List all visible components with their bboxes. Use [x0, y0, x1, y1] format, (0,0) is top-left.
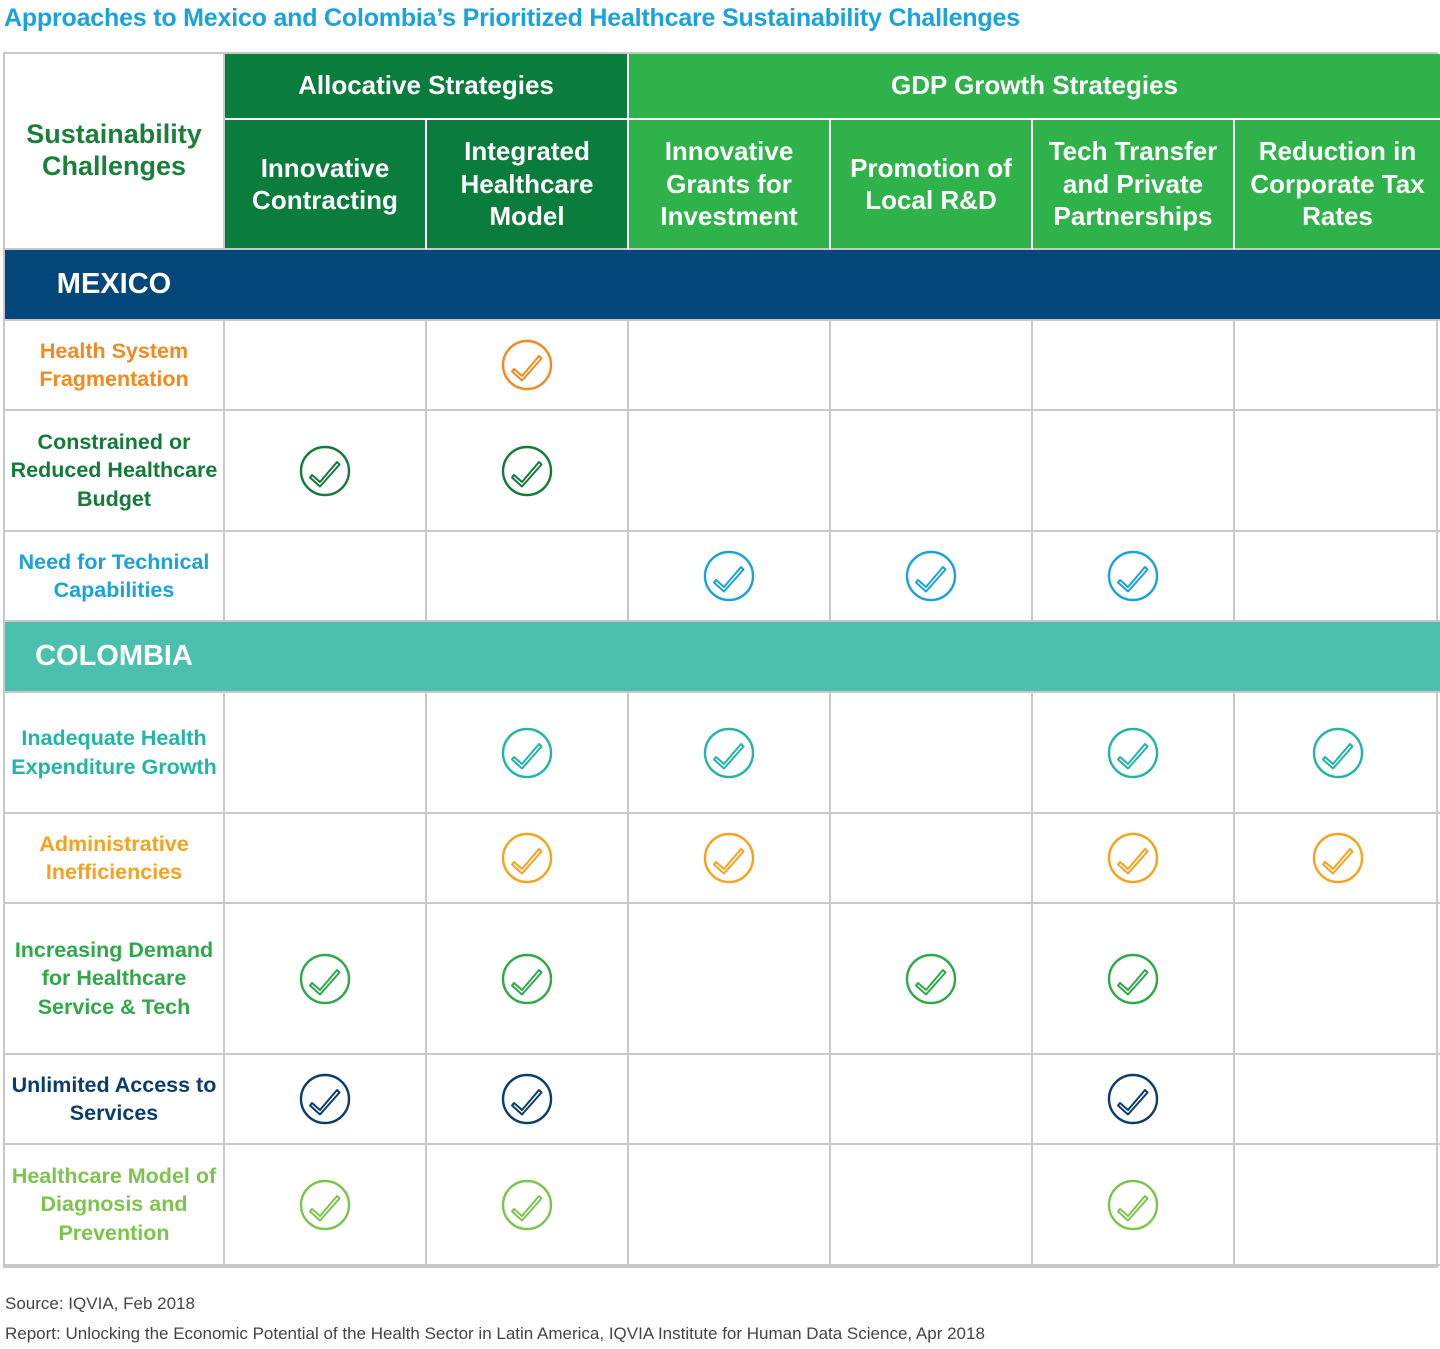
check-circle-icon	[501, 339, 553, 391]
challenge-label: Unlimited Access to Services	[5, 1055, 225, 1145]
source-note: Source: IQVIA, Feb 2018	[5, 1294, 195, 1313]
empty-cell	[1033, 411, 1235, 532]
check-circle-icon	[299, 445, 351, 496]
check-cell	[427, 411, 629, 532]
group-header-allocative: Allocative Strategies	[225, 54, 629, 120]
empty-cell	[1235, 321, 1440, 411]
check-circle-icon	[501, 1073, 553, 1125]
challenge-label: Health System Fragmentation	[5, 321, 225, 411]
check-cell	[225, 904, 427, 1055]
column-header: Innovative Grants for Investment	[629, 120, 831, 250]
column-header: Promotion of Local R&D	[831, 120, 1033, 250]
country-band: COLOMBIA	[5, 622, 1440, 693]
empty-cell	[1235, 1145, 1440, 1266]
check-cell	[225, 411, 427, 532]
check-cell	[225, 1055, 427, 1145]
check-cell	[1033, 1055, 1235, 1145]
check-circle-icon	[703, 550, 755, 602]
empty-cell	[831, 693, 1033, 814]
column-header: Tech Transfer and Private Partnerships	[1033, 120, 1235, 250]
check-cell	[427, 693, 629, 814]
check-cell	[629, 532, 831, 622]
empty-cell	[831, 1055, 1033, 1145]
group-header-gdp: GDP Growth Strategies	[629, 54, 1440, 120]
check-cell	[1033, 693, 1235, 814]
check-cell	[1235, 814, 1440, 904]
empty-cell	[629, 411, 831, 532]
chart-title: Approaches to Mexico and Colombia’s Prio…	[4, 4, 1020, 32]
check-cell	[427, 321, 629, 411]
check-circle-icon	[905, 550, 957, 602]
empty-cell	[1235, 411, 1440, 532]
check-circle-icon	[703, 727, 755, 778]
empty-cell	[1235, 904, 1440, 1055]
check-circle-icon	[1107, 727, 1159, 778]
check-circle-icon	[1107, 832, 1159, 884]
country-label: MEXICO	[56, 267, 172, 300]
empty-cell	[629, 321, 831, 411]
empty-cell	[629, 1145, 831, 1266]
check-cell	[427, 814, 629, 904]
check-cell	[1033, 904, 1235, 1055]
check-cell	[1033, 814, 1235, 904]
check-circle-icon	[1107, 550, 1159, 602]
empty-cell	[1033, 321, 1235, 411]
check-cell	[1033, 1145, 1235, 1266]
check-circle-icon	[501, 727, 553, 778]
check-cell	[629, 693, 831, 814]
check-circle-icon	[299, 953, 351, 1004]
country-label: COLOMBIA	[35, 639, 193, 672]
country-band: MEXICO	[5, 250, 1440, 321]
check-circle-icon	[501, 832, 553, 884]
check-circle-icon	[1107, 1179, 1159, 1230]
column-header: Innovative Contracting	[225, 120, 427, 250]
check-cell	[831, 904, 1033, 1055]
report-note: Report: Unlocking the Economic Potential…	[5, 1324, 985, 1343]
empty-cell	[831, 411, 1033, 532]
challenge-label: Constrained or Reduced Healthcare Budget	[5, 411, 225, 532]
column-header: Integrated Healthcare Model	[427, 120, 629, 250]
check-circle-icon	[703, 832, 755, 884]
check-cell	[427, 1055, 629, 1145]
challenge-label: Need for Technical Capabilities	[5, 532, 225, 622]
empty-cell	[1235, 532, 1440, 622]
empty-cell	[831, 321, 1033, 411]
check-circle-icon	[501, 953, 553, 1004]
check-circle-icon	[1312, 727, 1363, 778]
empty-cell	[225, 532, 427, 622]
check-circle-icon	[299, 1179, 351, 1230]
check-cell	[427, 1145, 629, 1266]
check-cell	[1033, 532, 1235, 622]
check-cell	[1235, 693, 1440, 814]
check-cell	[427, 904, 629, 1055]
empty-cell	[629, 904, 831, 1055]
column-header: Reduction in Corporate Tax Rates	[1235, 120, 1440, 250]
challenge-label: Administrative Inefficiencies	[5, 814, 225, 904]
check-circle-icon	[501, 445, 553, 496]
empty-cell	[225, 814, 427, 904]
empty-cell	[831, 1145, 1033, 1266]
challenge-label: Healthcare Model of Diagnosis and Preven…	[5, 1145, 225, 1266]
check-cell	[831, 532, 1033, 622]
challenge-label: Inadequate Health Expenditure Growth	[5, 693, 225, 814]
empty-cell	[225, 693, 427, 814]
empty-cell	[629, 1055, 831, 1145]
empty-cell	[225, 321, 427, 411]
strategy-table: Sustainability Challenges Allocative Str…	[3, 52, 1440, 1268]
challenge-label: Increasing Demand for Healthcare Service…	[5, 904, 225, 1055]
check-circle-icon	[299, 1073, 351, 1125]
check-circle-icon	[1312, 832, 1363, 884]
check-circle-icon	[1107, 953, 1159, 1004]
empty-cell	[1235, 1055, 1440, 1145]
check-circle-icon	[905, 953, 957, 1004]
check-circle-icon	[1107, 1073, 1159, 1125]
check-cell	[629, 814, 831, 904]
corner-header: Sustainability Challenges	[5, 54, 225, 250]
empty-cell	[427, 532, 629, 622]
check-circle-icon	[501, 1179, 553, 1230]
empty-cell	[831, 814, 1033, 904]
check-cell	[225, 1145, 427, 1266]
